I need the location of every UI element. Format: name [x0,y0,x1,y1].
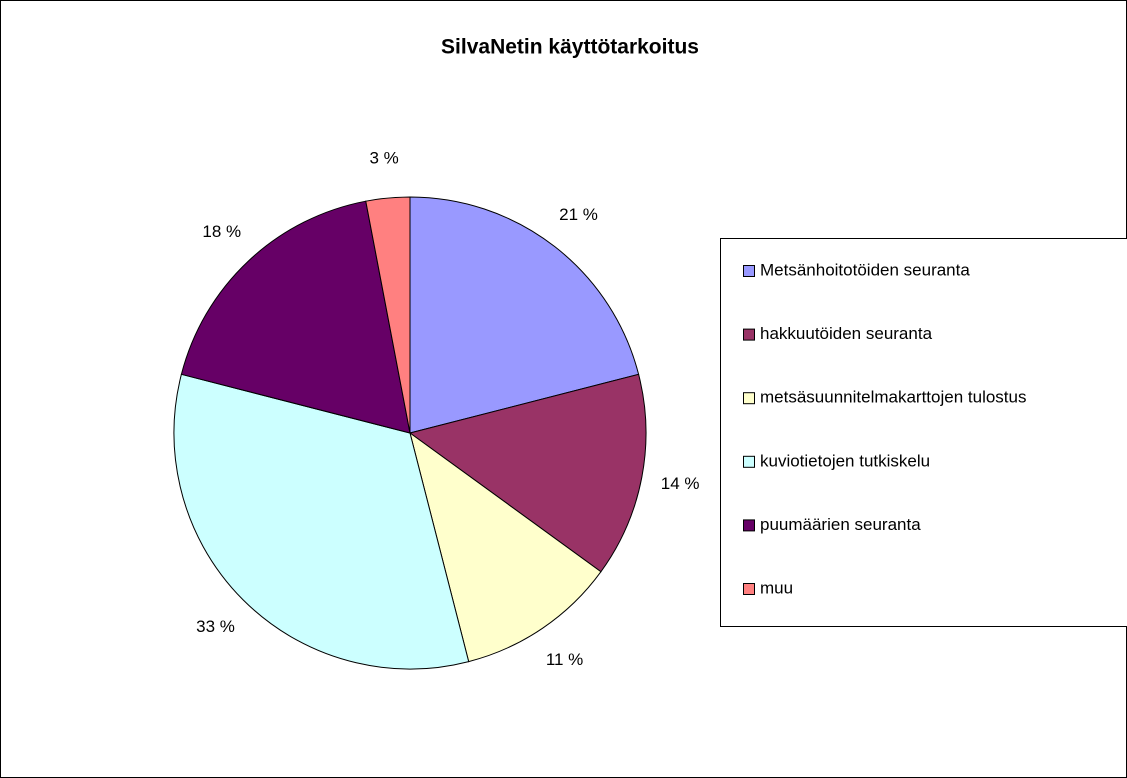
pie-slice [173,373,470,670]
pie-slice [409,431,602,663]
legend-label: hakkuutöiden seuranta [760,324,933,343]
data-label: 18 % [202,222,241,241]
legend-swatch [743,265,755,277]
legend-swatch [743,519,755,532]
data-label: 21 % [559,205,598,224]
data-label: 3 % [369,149,398,168]
legend-label: metsäsuunnitelmakarttojen tulostus [760,388,1026,407]
legend-swatch [743,455,755,468]
pie-slice [409,196,640,434]
data-label: 14 % [661,474,700,493]
legend-swatch [743,328,755,341]
data-label: 11 % [546,650,584,669]
legend-label: muu [760,578,793,597]
legend-label: puumäärien seuranta [760,515,921,534]
pie-slice [180,200,411,434]
legend-label: kuviotietojen tutkiskelu [760,451,930,470]
chart-title: SilvaNetin käyttötarkoitus [441,36,699,59]
legend-swatch [743,583,755,595]
pie-slice [365,196,411,434]
pie-slice [408,373,647,573]
data-label: 33 % [196,617,235,636]
legend-swatch [743,392,755,405]
legend-label: Metsänhoitotöiden seuranta [760,260,970,279]
legend-box [720,238,1127,627]
